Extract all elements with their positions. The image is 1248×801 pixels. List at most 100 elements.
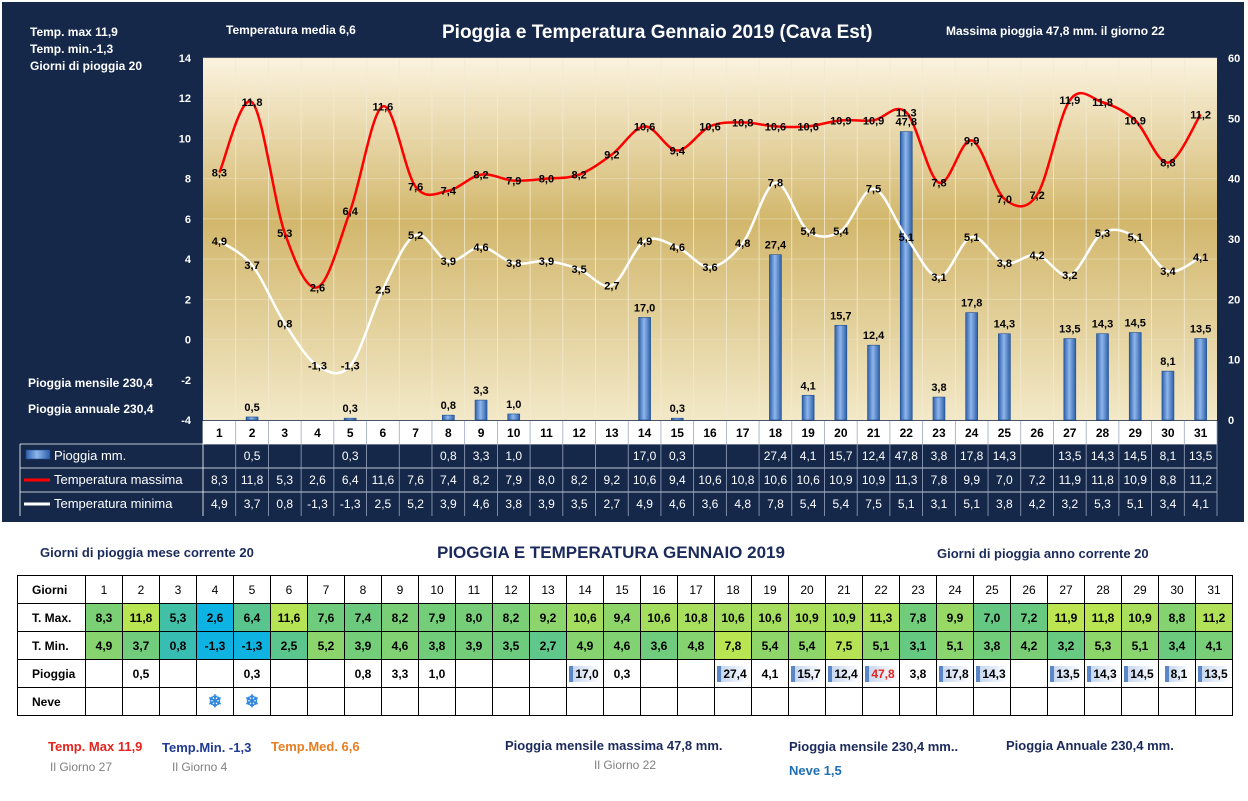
table-value-2-day-7: 5,2	[407, 497, 424, 511]
footer-snow: Neve 1,5	[789, 763, 842, 778]
table-value-1-day-24: 9,9	[963, 473, 980, 487]
snow-row-cell	[640, 687, 678, 716]
footer-tmax: Temp. Max 11,9	[48, 739, 143, 754]
days-row-cell: 20	[788, 575, 826, 604]
table-value-2-day-22: 5,1	[898, 497, 915, 511]
tmax-label-day-15: 9,4	[670, 146, 686, 158]
table-value-0-day-20: 15,7	[829, 449, 853, 463]
tmax-row-cell: 10,8	[677, 603, 715, 632]
rain-days-month: Giorni di pioggia mese corrente 20	[40, 545, 254, 560]
table-value-2-day-20: 5,4	[832, 497, 849, 511]
tmax-row-cell: 9,9	[936, 603, 974, 632]
rain-row-cell: 12,4	[825, 659, 863, 688]
tmax-row-label: T. Max.	[17, 603, 86, 632]
snow-row-cell: ❄	[233, 687, 271, 716]
snow-row-cell	[936, 687, 974, 716]
tmin-row-cell: 7,8	[714, 631, 752, 660]
tmin-row-cell: 3,1	[899, 631, 937, 660]
tmax-row-cell: 5,3	[159, 603, 197, 632]
tmax-label-day-27: 11,9	[1059, 95, 1080, 107]
snow-row-cell	[603, 687, 641, 716]
tmax-label-day-16: 10,6	[699, 121, 720, 133]
day-number: 29	[1129, 426, 1143, 440]
y-left-tick: 6	[185, 214, 191, 226]
table-value-1-day-17: 10,8	[731, 473, 755, 487]
days-row-cell: 24	[936, 575, 974, 604]
table-value-1-day-30: 8,8	[1160, 473, 1177, 487]
tmax-row-cell: 8,0	[455, 603, 493, 632]
tmin-label-day-3: 0,8	[277, 318, 292, 330]
tmax-label-day-3: 5,3	[277, 228, 292, 240]
tmin-row-cell: 3,9	[455, 631, 493, 660]
day-number: 20	[834, 426, 848, 440]
tmin-row-cell: 5,1	[862, 631, 900, 660]
table-value-0-day-2: 0,5	[244, 449, 261, 463]
tmax-row-cell: 10,9	[1121, 603, 1159, 632]
table-value-1-day-10: 7,9	[505, 473, 522, 487]
table-value-2-day-1: 4,9	[211, 497, 228, 511]
table-value-1-day-16: 10,6	[698, 473, 722, 487]
tmax-row-cell: 10,9	[788, 603, 826, 632]
days-row-cell: 28	[1084, 575, 1122, 604]
tmin-label-day-4: -1,3	[308, 361, 327, 373]
rain-label-day-9: 3,3	[473, 385, 488, 397]
tmax-row-cell: 7,9	[418, 603, 456, 632]
tmax-row-cell: 10,6	[751, 603, 789, 632]
snow-row-cell	[492, 687, 530, 716]
days-row-cell: 30	[1158, 575, 1196, 604]
rain-label-day-25: 14,3	[994, 319, 1015, 331]
tmin-row-cell: 3,6	[640, 631, 678, 660]
tmax-label-day-30: 8,8	[1160, 158, 1175, 170]
days-row: Giorni 1 2 3 4 5 6 7 8 9 10 11 12 13 14 15 16 17 18 19 20 21 2…	[17, 575, 1233, 604]
summary-temp-max: Temp. max 11,9	[30, 25, 118, 39]
tmin-label-day-6: 2,5	[375, 284, 390, 296]
y-right-tick: 20	[1228, 294, 1240, 306]
table-value-1-day-6: 11,6	[372, 473, 395, 487]
legend-tmax: Temperatura massima	[54, 472, 183, 487]
tmin-row-cell: 3,2	[1047, 631, 1085, 660]
rain-row-cell: 27,4	[714, 659, 752, 688]
tmax-row-cell: 10,9	[825, 603, 863, 632]
snow-row-cell	[751, 687, 789, 716]
tmax-row-cell: 10,6	[714, 603, 752, 632]
day-number: 9	[478, 426, 485, 440]
days-row-cell: 14	[566, 575, 604, 604]
rain-bar-day-31	[1194, 338, 1207, 421]
days-row-cell: 31	[1195, 575, 1233, 604]
y-left-tick: 14	[179, 53, 192, 65]
tmax-row-cell: 9,4	[603, 603, 641, 632]
table-value-1-day-2: 11,8	[241, 473, 264, 487]
tmin-label-day-27: 3,2	[1062, 270, 1077, 282]
snow-row-cell: ❄	[196, 687, 234, 716]
days-row-cell: 8	[344, 575, 382, 604]
chart-title: Pioggia e Temperatura Gennaio 2019 (Cava…	[442, 22, 873, 43]
table-value-2-day-3: 0,8	[276, 497, 293, 511]
rain-row-cell	[270, 659, 308, 688]
tmin-row-cell: 5,2	[307, 631, 345, 660]
table-value-2-day-9: 4,6	[473, 497, 490, 511]
y-right-tick: 0	[1228, 415, 1234, 427]
table-value-0-day-10: 1,0	[505, 449, 522, 463]
rain-row-cell	[159, 659, 197, 688]
rain-label-day-8: 0,8	[441, 400, 456, 412]
rain-row-cell: 14,5	[1121, 659, 1159, 688]
day-number: 8	[445, 426, 452, 440]
rain-row-cell: 8,1	[1158, 659, 1196, 688]
rain-bar-day-5	[343, 417, 357, 421]
tmin-label-day-13: 2,7	[604, 280, 619, 292]
rain-bar-day-23	[932, 396, 946, 421]
tmin-row-cell: 4,1	[1195, 631, 1233, 660]
tmin-label-day-29: 5,1	[1128, 232, 1143, 244]
tmax-label-day-7: 7,6	[408, 182, 423, 194]
tmax-label-day-10: 7,9	[506, 176, 521, 188]
day-number: 13	[605, 426, 619, 440]
day-number: 5	[347, 426, 354, 440]
rain-label-day-19: 4,1	[800, 380, 815, 392]
table-value-1-day-25: 7,0	[996, 473, 1013, 487]
snow-row-cell	[788, 687, 826, 716]
tmin-label-day-24: 5,1	[964, 232, 979, 244]
rain-bar-day-24	[965, 312, 978, 421]
y-left-tick: 10	[179, 133, 191, 145]
tmin-row-cell: 3,5	[492, 631, 530, 660]
tmax-label-day-11: 8,0	[539, 174, 554, 186]
